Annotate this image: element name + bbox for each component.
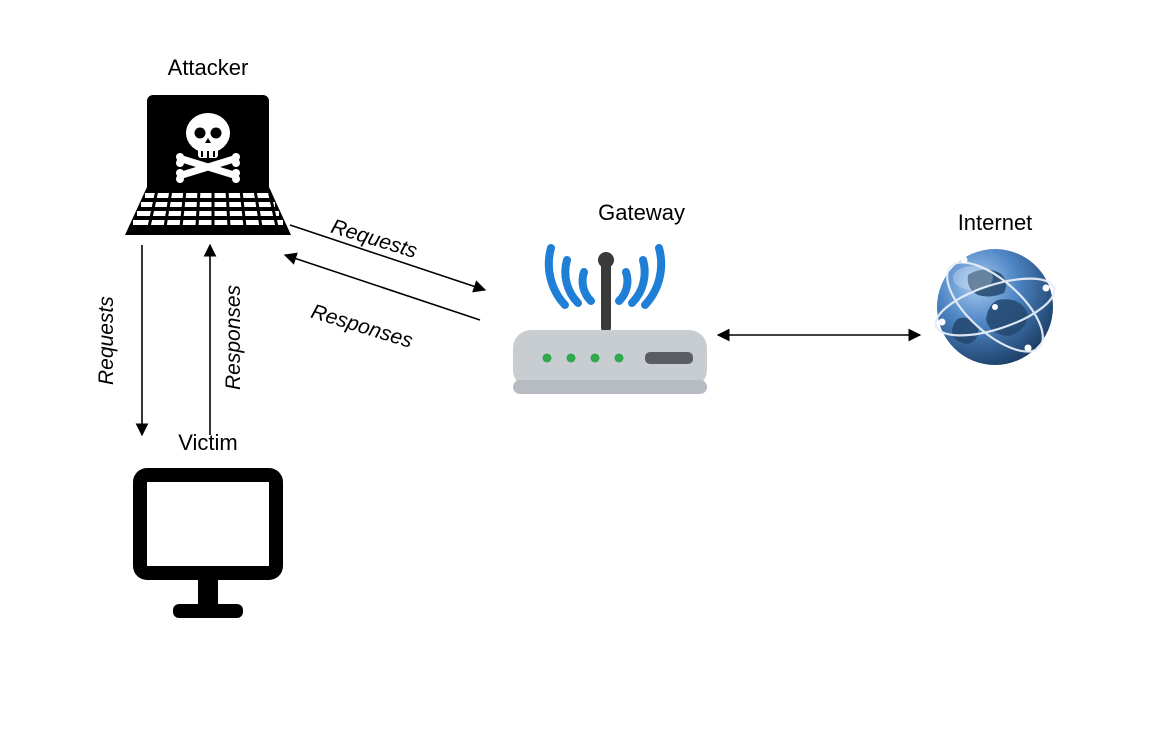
globe-icon [928,240,1063,375]
gateway-label: Gateway [495,200,725,226]
victim-label: Victim [108,430,308,456]
edge-label: Requests [95,296,119,385]
internet-label: Internet [910,210,1080,236]
monitor-icon [123,460,293,625]
edge-label: Responses [308,300,415,354]
gateway-node: Gateway [495,200,725,410]
edge-label: Responses [222,285,246,390]
attacker-label: Attacker [108,55,308,81]
internet-node: Internet [910,210,1080,380]
router-wifi-icon [505,230,715,405]
edge-label: Requests [328,215,420,264]
victim-node: Victim [108,430,308,630]
laptop-skull-icon [123,85,293,245]
attacker-node: Attacker [108,55,308,250]
